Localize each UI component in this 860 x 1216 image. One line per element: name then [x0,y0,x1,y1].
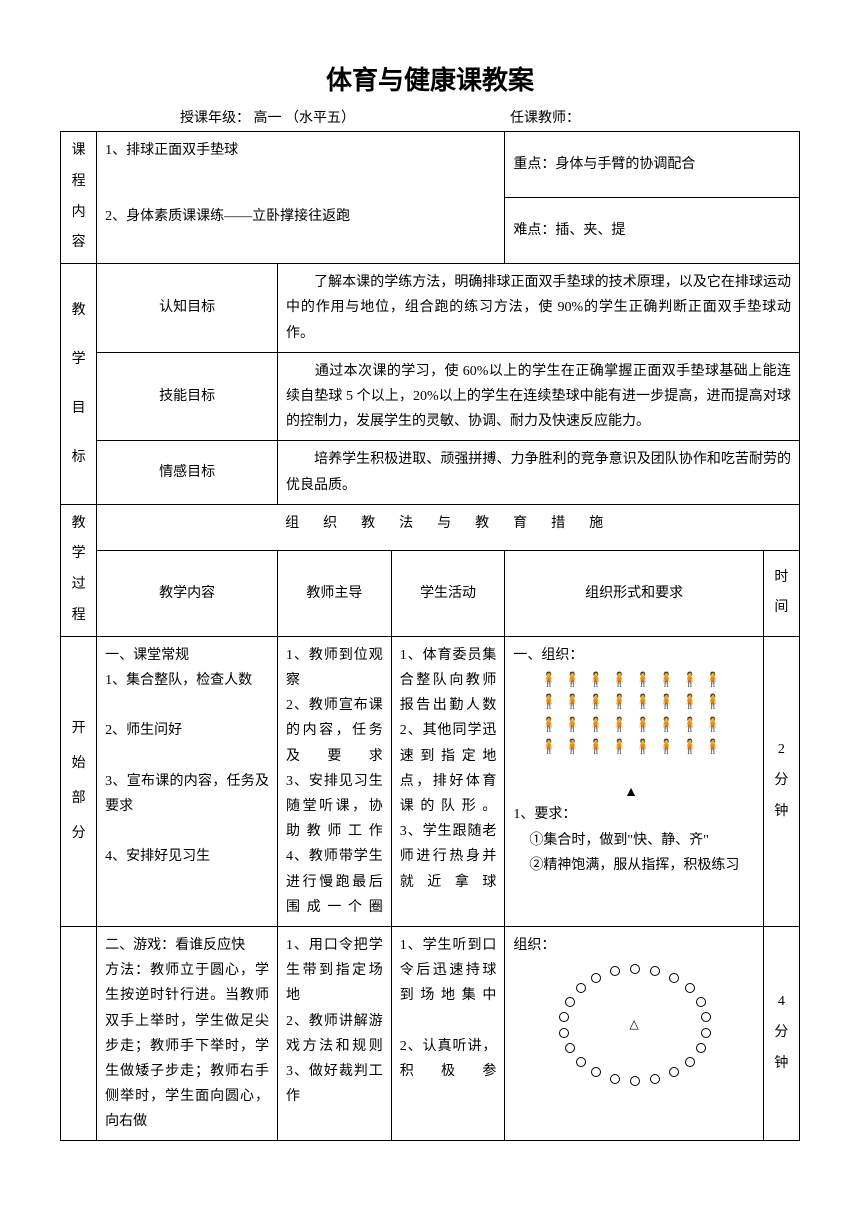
game-time: 4分钟 [763,926,799,1141]
circle-dot [576,983,586,993]
circle-dot [565,1043,575,1053]
circle-dot [685,983,695,993]
header-student: 学生活动 [391,551,505,637]
header-teacher: 教师主导 [278,551,392,637]
circle-dot [565,997,575,1007]
page-title: 体育与健康课教案 [60,60,800,97]
course-item1: 1、排球正面双手垫球 [97,132,505,198]
circle-dot [610,1074,620,1084]
circle-dot [591,973,601,983]
circle-dot [576,1057,586,1067]
circle-dot [610,966,620,976]
game-teacher: 1、用口令把学生带到指定场地 2、教师讲解游戏方法和规则 3、做好裁判工作 [278,926,392,1141]
meta-row: 授课年级： 高一 （水平五） 任课教师： [60,107,800,127]
circle-dot [696,997,706,1007]
goal-text-1: 通过本次课的学习，使 60%以上的学生在正确掌握正面双手垫球基础上能连续自垫球 … [278,352,800,441]
start-org-title: 一、组织： [513,643,754,668]
game-org-title: 组织： [513,933,754,958]
circle-dot [650,966,660,976]
circle-diagram: △ [554,962,714,1092]
start-req1: ①集合时，做到"快、静、齐" [513,828,754,853]
teacher-label: 任课教师： [510,111,580,126]
start-org: 一、组织： 🧍🧍🧍🧍🧍🧍🧍🧍 🧍🧍🧍🧍🧍🧍🧍🧍 🧍🧍🧍🧍🧍🧍🧍🧍 🧍🧍🧍🧍🧍🧍🧍… [505,636,763,926]
circle-dot [630,964,640,974]
course-item2: 2、身体素质课课练——立卧撑接往返跑 [97,198,505,264]
course-side-label: 课程内容 [61,132,97,264]
header-content: 教学内容 [97,551,278,637]
lesson-plan-table: 课程内容 1、排球正面双手垫球 重点：身体与手臂的协调配合 2、身体素质课课练—… [60,131,800,1141]
circle-dot [696,1043,706,1053]
goal-text-0: 了解本课的学练方法，明确排球正面双手垫球的技术原理，以及它在排球运动中的作用与地… [278,264,800,353]
process-side-label: 教学过程 [61,504,97,636]
circle-dot [650,1074,660,1084]
goal-label-0: 认知目标 [97,264,278,353]
circle-dot [559,1028,569,1038]
circle-dot [591,1067,601,1077]
course-difficulty: 难点：插、夹、提 [505,198,800,264]
game-content: 二、游戏：看谁反应快 方法：教师立于圆心，学生按逆时针行进。当教师双手上举时，学… [97,926,278,1141]
course-focus: 重点：身体与手臂的协调配合 [505,132,800,198]
grade-value: 高一 （水平五） [254,111,356,126]
circle-dot [701,1012,711,1022]
circle-dot [669,1067,679,1077]
start-time: 2分钟 [763,636,799,926]
start-student: 1、体育委员集合整队向教师报告出勤人数 2、其他同学迅速到指定地点，排好体育课的… [391,636,505,926]
grade-label: 授课年级： [180,111,250,126]
circle-dot [701,1028,711,1038]
start-req2: ②精神饱满，服从指挥，积极练习 [513,853,754,878]
goals-side-label: 教学目标 [61,264,97,505]
start-content: 一、课堂常规 1、集合整队，检查人数 2、师生问好 3、宣布课的内容，任务及要求… [97,636,278,926]
game-side-label [61,926,97,1141]
process-banner: 组织教法与教育措施 [97,504,800,550]
header-time: 时间 [763,551,799,637]
start-teacher: 1、教师到位观察 2、教师宣布课的内容，任务及要求 3、安排见习生随堂听课，协助… [278,636,392,926]
circle-dot [685,1057,695,1067]
goal-text-2: 培养学生积极进取、顽强拼搏、力争胜利的竞争意识及团队协作和吃苦耐劳的优良品质。 [278,441,800,504]
circle-dot [559,1012,569,1022]
goal-label-1: 技能目标 [97,352,278,441]
start-req-title: 1、要求： [513,802,754,827]
header-org: 组织形式和要求 [505,551,763,637]
formation-diagram: 🧍🧍🧍🧍🧍🧍🧍🧍 🧍🧍🧍🧍🧍🧍🧍🧍 🧍🧍🧍🧍🧍🧍🧍🧍 🧍🧍🧍🧍🧍🧍🧍🧍 ▲ [513,668,754,802]
start-side-label: 开始部分 [61,636,97,926]
game-org: 组织： △ [505,926,763,1141]
circle-dot [630,1076,640,1086]
goal-label-2: 情感目标 [97,441,278,504]
game-student: 1、学生听到口令后迅速持球到场地集中 2、认真听讲，积极参 [391,926,505,1141]
circle-dot [669,973,679,983]
